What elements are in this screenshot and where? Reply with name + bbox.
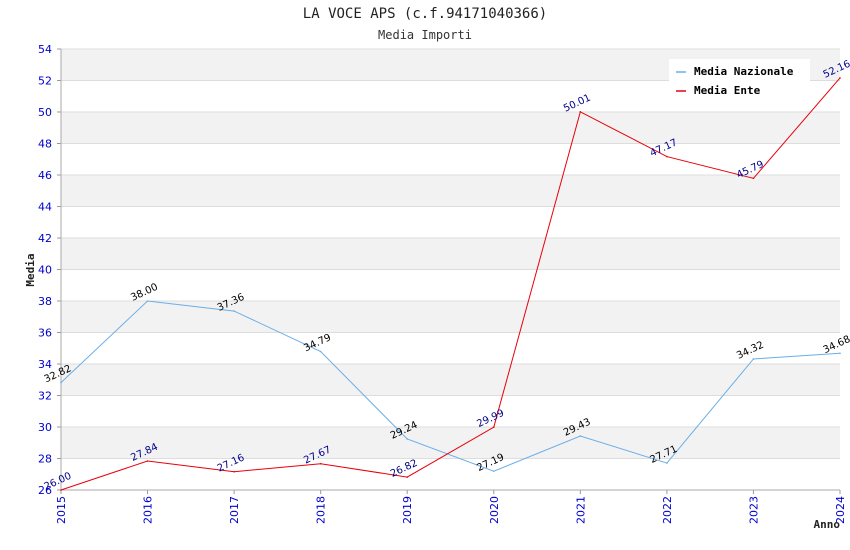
- grid-band: [61, 458, 840, 490]
- series-group: [60, 77, 841, 491]
- grid-band: [61, 332, 840, 364]
- x-tick-label: 2018: [315, 496, 328, 524]
- x-tick-label: 2023: [747, 496, 760, 524]
- grid-band: [61, 206, 840, 238]
- x-tick-label: 2020: [488, 496, 501, 524]
- data-point-media-nazionale: [839, 352, 841, 355]
- grid-band: [61, 269, 840, 301]
- x-axis-title: Anno: [814, 518, 841, 531]
- x-tick-label: 2021: [574, 496, 587, 524]
- data-point-media-ente: [60, 489, 62, 491]
- y-tick-label: 28: [38, 453, 52, 466]
- x-tick-label: 2016: [142, 496, 155, 524]
- grid-bands: [61, 49, 840, 490]
- y-tick-label: 30: [38, 421, 52, 434]
- data-point-media-nazionale: [492, 470, 495, 473]
- y-tick-label: 52: [38, 75, 52, 88]
- y-tick-label: 42: [38, 232, 52, 245]
- data-point-media-nazionale: [319, 350, 322, 353]
- y-axis-ticks: 26 28 30 32 34 36 38 40 42 44 46 48 50 52 54: [38, 43, 61, 497]
- data-point-media-ente: [492, 426, 495, 428]
- legend-label-media-ente: Media Ente: [694, 84, 761, 97]
- y-tick-label: 46: [38, 169, 52, 182]
- data-point-media-nazionale: [233, 310, 235, 312]
- data-point-media-ente: [839, 77, 841, 79]
- y-tick-label: 40: [38, 264, 52, 277]
- grid-band: [61, 175, 840, 207]
- data-point-media-ente: [319, 462, 322, 465]
- x-axis-ticks: 2015 2016 2017 2018 2019 2020 2021 2022 2023 2024: [55, 490, 847, 524]
- chart-title: LA VOCE APS (c.f.94171040366): [303, 6, 547, 22]
- grid-band: [61, 112, 840, 144]
- x-tick-label: 2019: [401, 496, 414, 524]
- data-point-media-nazionale: [666, 462, 668, 464]
- grid-band: [61, 143, 840, 175]
- legend-background: [669, 59, 810, 101]
- x-tick-label: 2024: [834, 496, 847, 524]
- data-point-media-ente: [233, 470, 235, 473]
- y-axis-title: Media: [24, 253, 37, 286]
- chart-subtitle: Media Importi: [378, 28, 472, 42]
- y-tick-label: 26: [38, 484, 52, 497]
- data-point-media-nazionale: [60, 381, 62, 384]
- y-tick-label: 34: [38, 358, 52, 371]
- series-line-media-nazionale: [60, 300, 841, 472]
- y-tick-label: 48: [38, 138, 52, 151]
- grid-band: [61, 301, 840, 333]
- grid-lines: [61, 48, 840, 491]
- data-point-media-ente: [146, 460, 149, 462]
- data-point-media-ente: [406, 476, 409, 478]
- legend: Media Nazionale Media Ente: [669, 59, 810, 101]
- grid-band: [61, 395, 840, 427]
- y-tick-label: 36: [38, 327, 52, 340]
- series-line-media-ente: [60, 77, 841, 491]
- legend-label-media-nazionale: Media Nazionale: [694, 65, 794, 78]
- y-tick-label: 32: [38, 390, 52, 403]
- y-tick-label: 44: [38, 201, 52, 214]
- x-tick-label: 2015: [55, 496, 68, 524]
- data-point-media-ente: [752, 177, 755, 180]
- y-tick-label: 54: [38, 43, 52, 56]
- grid-band: [61, 364, 840, 396]
- x-tick-label: 2017: [228, 496, 241, 524]
- data-point-media-nazionale: [579, 435, 582, 437]
- data-point-media-nazionale: [146, 300, 149, 302]
- x-tick-label: 2022: [661, 496, 674, 524]
- data-point-media-ente: [579, 111, 582, 113]
- data-point-media-nazionale: [752, 358, 755, 360]
- data-point-media-nazionale: [406, 438, 409, 440]
- grid-band: [61, 427, 840, 459]
- grid-band: [61, 238, 840, 270]
- y-tick-label: 50: [38, 106, 52, 119]
- data-point-media-ente: [666, 155, 668, 158]
- y-tick-label: 38: [38, 295, 52, 308]
